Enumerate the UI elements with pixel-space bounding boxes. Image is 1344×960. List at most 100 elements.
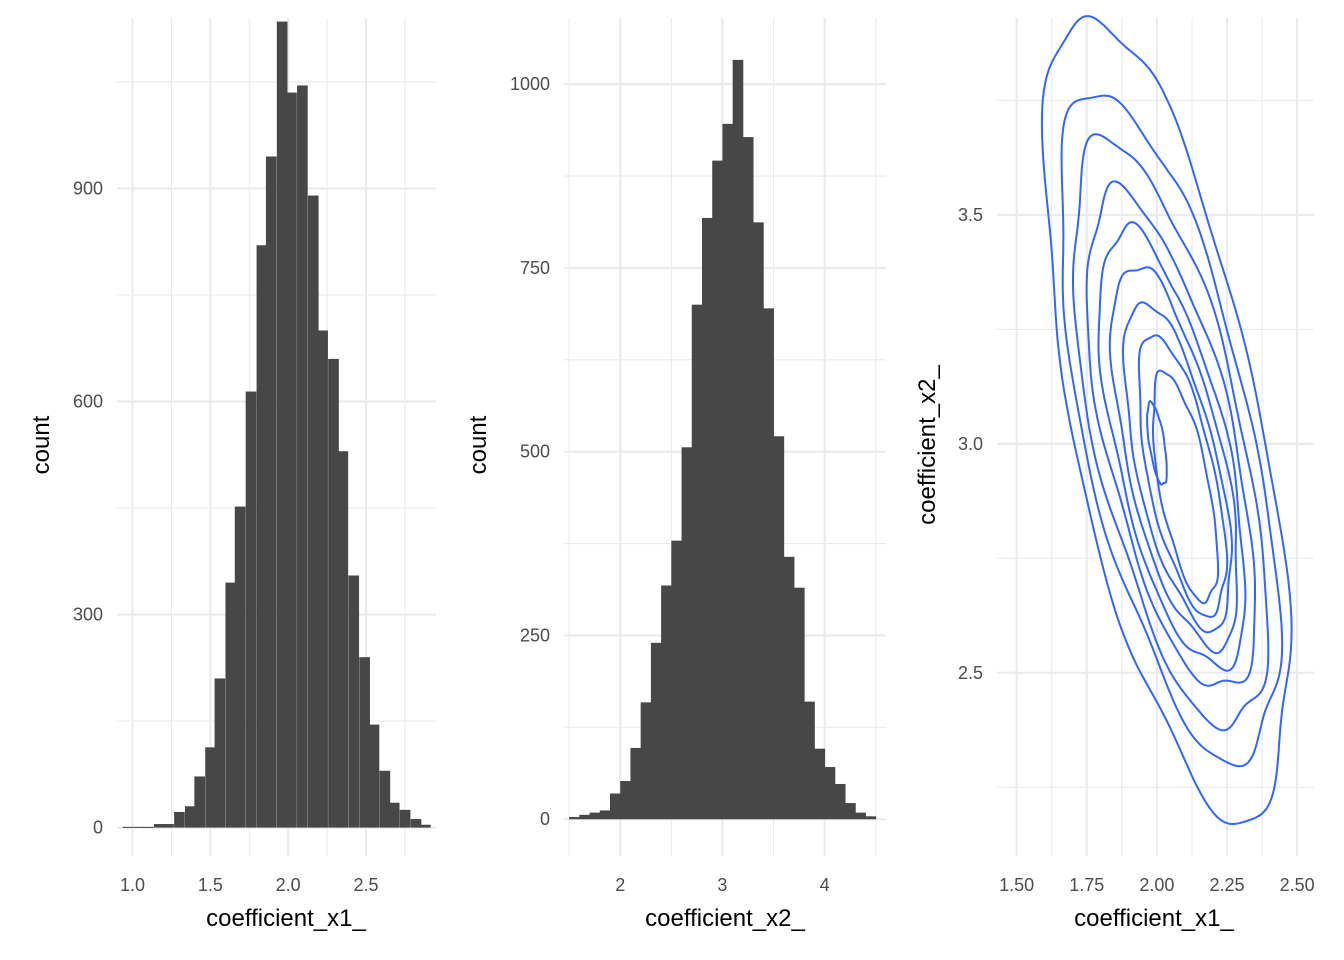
x-tick-label: 4: [820, 875, 830, 895]
panel-1-y-tick-labels: 0 300 600 900: [73, 178, 103, 837]
histogram-bar: [681, 447, 693, 820]
histogram-bar: [610, 793, 621, 820]
x-tick-label: 2.50: [1280, 875, 1315, 895]
y-tick-label: 750: [520, 258, 550, 278]
histogram-bar: [245, 391, 257, 828]
histogram-bar: [630, 747, 642, 820]
histogram-bar: [579, 814, 590, 820]
panel-3-grid: [997, 18, 1314, 856]
histogram-bar: [814, 748, 826, 820]
histogram-bar: [410, 819, 422, 828]
density-contour-line: [1040, 15, 1293, 825]
y-tick-label: 250: [520, 625, 550, 645]
histogram-bar: [337, 451, 349, 828]
histogram-bar: [599, 810, 611, 820]
histogram-bar: [265, 156, 277, 828]
x-tick-label: 1.5: [198, 875, 223, 895]
x-tick-label: 1.75: [1069, 875, 1104, 895]
y-tick-label: 0: [540, 809, 550, 829]
panel-3-y-axis-title: coefficient_x2_: [914, 365, 941, 525]
histogram-bar: [569, 817, 580, 820]
histogram-bar: [773, 436, 785, 820]
density-contour-line: [1072, 133, 1270, 732]
histogram-bar: [620, 781, 631, 820]
panel-3-x-tick-labels: 1.50 1.75 2.00 2.25 2.50: [999, 875, 1315, 895]
histogram-bar: [122, 826, 134, 828]
histogram-bar: [824, 767, 836, 820]
panel-1-x-axis-title: coefficient_x1_: [206, 905, 366, 932]
histogram-bar: [640, 702, 652, 820]
density-contour-line: [1085, 180, 1256, 687]
histogram-bar: [671, 540, 682, 820]
histogram-bar: [419, 824, 431, 828]
histogram-bar: [865, 816, 877, 820]
histogram-bar: [297, 85, 308, 828]
y-tick-label: 500: [520, 442, 550, 462]
histogram-bar: [722, 123, 734, 820]
x-tick-label: 2.5: [353, 875, 378, 895]
histogram-bar: [650, 642, 662, 820]
histogram-bar: [702, 217, 713, 820]
histogram-bar: [214, 678, 226, 828]
histogram-bar: [834, 783, 846, 820]
histogram-bar: [712, 160, 723, 820]
histogram-bar: [286, 92, 297, 828]
y-tick-label: 1000: [510, 74, 550, 94]
panel-2-y-axis-title: count: [465, 415, 492, 474]
histogram-bar: [388, 802, 400, 828]
panel-3-y-tick-labels: 2.5 3.0 3.5: [958, 205, 983, 683]
histogram-bar: [794, 587, 805, 820]
histogram-bar: [691, 304, 703, 820]
x-tick-label: 2.00: [1139, 875, 1174, 895]
histogram-bar: [256, 245, 268, 828]
histogram-bar: [142, 826, 154, 828]
y-tick-label: 3.5: [958, 205, 983, 225]
density-contour-line: [1108, 266, 1238, 655]
y-tick-label: 900: [73, 178, 103, 198]
histogram-bar: [359, 657, 370, 828]
histogram-bar: [845, 803, 856, 820]
x-tick-label: 1.0: [120, 875, 145, 895]
histogram-bar: [307, 195, 319, 828]
y-tick-label: 600: [73, 391, 103, 411]
histogram-bar: [185, 806, 196, 828]
x-tick-label: 2: [615, 875, 625, 895]
histogram-bar: [205, 747, 216, 828]
histogram-bar: [225, 582, 237, 828]
density-contour-panel: 1.50 1.75 2.00 2.25 2.50 2.5 3.0 3.5 coefficie…: [914, 15, 1315, 932]
histogram-bar: [753, 222, 764, 820]
panel-3-contours: [1040, 15, 1293, 825]
panel-1-bars: [122, 21, 431, 828]
histogram-bar: [133, 826, 145, 828]
density-contour-line: [1060, 94, 1284, 768]
histogram-bar: [589, 812, 601, 820]
panel-1-y-axis-title: count: [28, 415, 55, 474]
density-contour-line: [1122, 301, 1233, 634]
y-tick-label: 3.0: [958, 434, 983, 454]
histogram-x2-panel: 2 3 4 0 250 500 750 1000 coefficient_x2_ count: [465, 18, 886, 932]
panel-3-x-axis-title: coefficient_x1_: [1074, 905, 1234, 932]
histogram-bar: [763, 308, 774, 820]
density-contour-line: [1152, 369, 1220, 605]
y-tick-label: 300: [73, 605, 103, 625]
histogram-bar: [742, 137, 754, 820]
histogram-bar: [783, 556, 795, 820]
y-tick-label: 0: [93, 818, 103, 838]
histogram-bar: [234, 506, 246, 828]
x-tick-label: 3: [717, 875, 727, 895]
histogram-bar: [276, 21, 288, 828]
histogram-bar: [174, 811, 185, 828]
density-contour-line: [1097, 221, 1247, 672]
y-tick-label: 2.5: [958, 663, 983, 683]
histogram-bar: [855, 812, 866, 820]
panel-2-x-axis-title: coefficient_x2_: [645, 905, 805, 932]
panel-2-x-tick-labels: 2 3 4: [615, 875, 829, 895]
histogram-bar: [804, 701, 815, 820]
histogram-bar: [399, 809, 411, 828]
histogram-bar: [328, 358, 339, 828]
panel-1-x-tick-labels: 1.0 1.5 2.0 2.5: [120, 875, 378, 895]
panel-2-y-tick-labels: 0 250 500 750 1000: [510, 74, 550, 829]
x-tick-label: 2.0: [276, 875, 301, 895]
